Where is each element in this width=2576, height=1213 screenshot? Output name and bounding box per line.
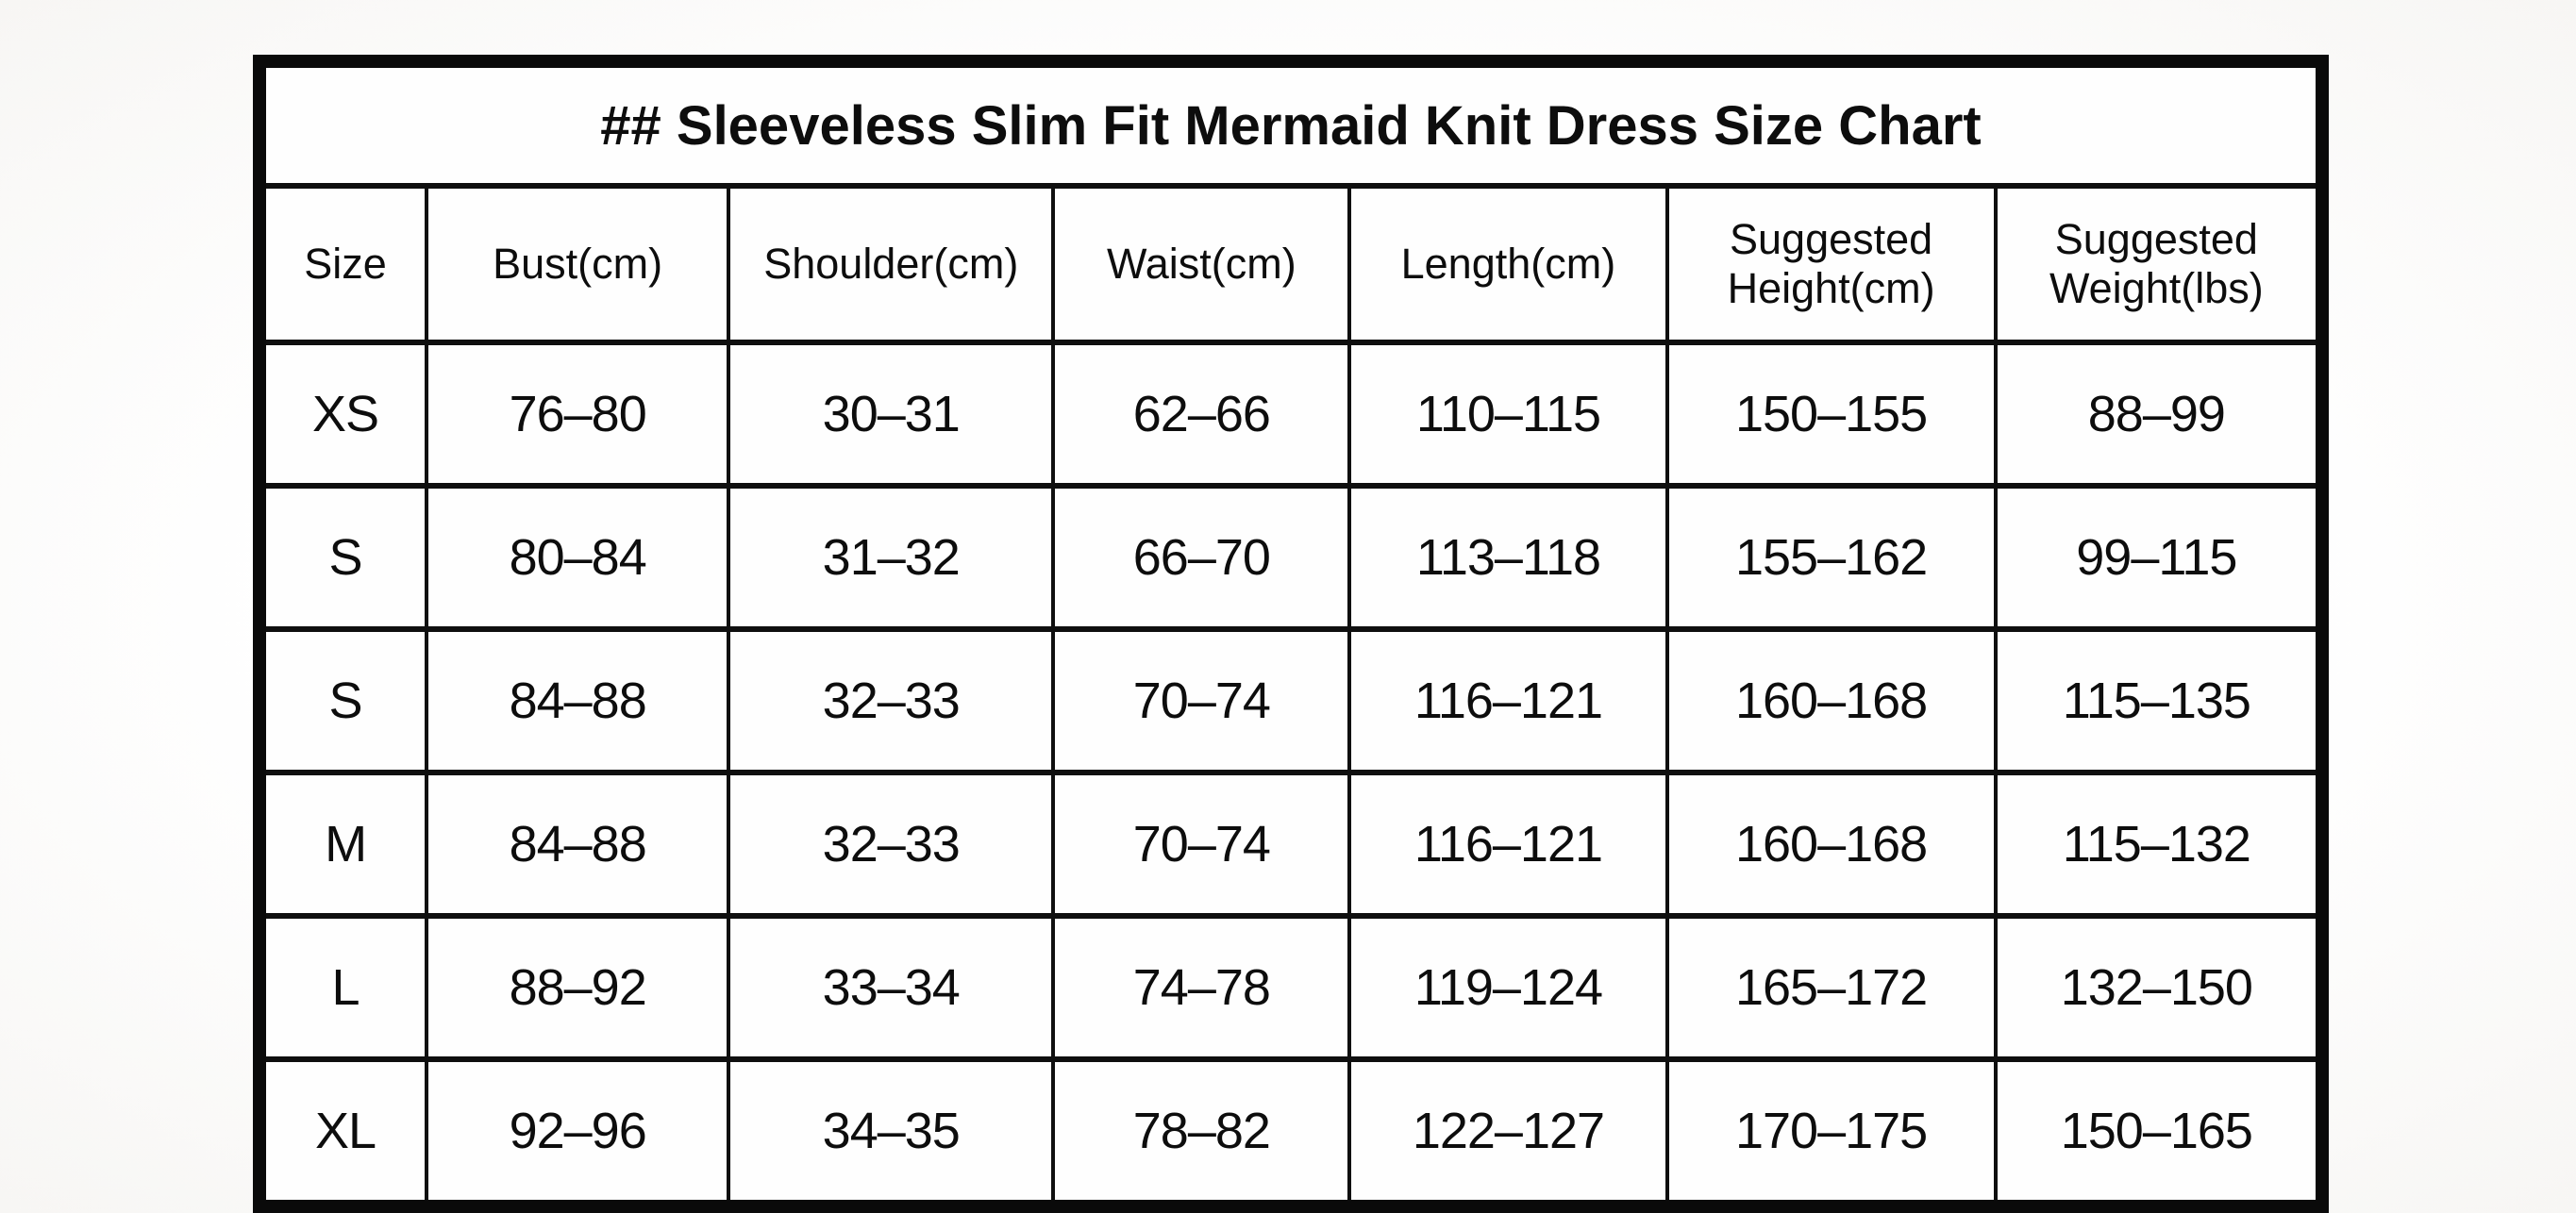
shoulder-cell: 31–32 xyxy=(727,483,1056,632)
table-row-xl: XL 92–96 34–35 78–82 122–127 170–175 150… xyxy=(257,1056,2325,1209)
bust-cell: 92–96 xyxy=(425,1056,731,1209)
weight-cell: 99–115 xyxy=(1993,483,2325,632)
title-row: ## Sleeveless Slim Fit Mermaid Knit Dres… xyxy=(258,58,2324,189)
table-row-m: M 84–88 32–33 70–74 116–121 160–168 115–… xyxy=(257,770,2325,919)
waist-cell: 62–66 xyxy=(1051,340,1352,489)
weight-cell: 150–165 xyxy=(1993,1056,2325,1209)
table-row-l: L 88–92 33–34 74–78 119–124 165–172 132–… xyxy=(257,913,2325,1062)
bust-cell: 84–88 xyxy=(425,770,731,919)
height-cell: 150–155 xyxy=(1664,340,1998,489)
table-row-s2: S 84–88 32–33 70–74 116–121 160–168 115–… xyxy=(257,626,2325,775)
column-header-suggested-height: Suggested Height(cm) xyxy=(1664,183,1998,345)
length-cell: 116–121 xyxy=(1347,626,1669,775)
shoulder-cell: 30–31 xyxy=(727,340,1056,489)
waist-cell: 78–82 xyxy=(1051,1056,1352,1209)
table-row-s1: S 80–84 31–32 66–70 113–118 155–162 99–1… xyxy=(257,483,2325,632)
bust-cell: 76–80 xyxy=(425,340,731,489)
bust-cell: 88–92 xyxy=(425,913,731,1062)
column-header-waist: Waist(cm) xyxy=(1051,183,1352,345)
weight-cell: 115–132 xyxy=(1993,770,2325,919)
length-cell: 119–124 xyxy=(1347,913,1669,1062)
table-row-xs: XS 76–80 30–31 62–66 110–115 150–155 88–… xyxy=(257,340,2325,489)
height-cell: 160–168 xyxy=(1664,770,1998,919)
header-row: Size Bust(cm) Shoulder(cm) Waist(cm) Len… xyxy=(257,183,2325,345)
column-header-shoulder: Shoulder(cm) xyxy=(727,183,1056,345)
height-cell: 155–162 xyxy=(1664,483,1998,632)
shoulder-cell: 34–35 xyxy=(727,1056,1056,1209)
column-header-bust: Bust(cm) xyxy=(425,183,731,345)
waist-cell: 66–70 xyxy=(1051,483,1352,632)
size-cell: XL xyxy=(257,1056,429,1209)
length-cell: 116–121 xyxy=(1347,770,1669,919)
weight-cell: 132–150 xyxy=(1993,913,2325,1062)
length-cell: 110–115 xyxy=(1347,340,1669,489)
column-header-length: Length(cm) xyxy=(1347,183,1669,345)
size-cell: L xyxy=(257,913,429,1062)
waist-cell: 70–74 xyxy=(1051,626,1352,775)
waist-cell: 74–78 xyxy=(1051,913,1352,1062)
weight-cell: 115–135 xyxy=(1993,626,2325,775)
size-cell: S xyxy=(257,483,429,632)
chart-title: ## Sleeveless Slim Fit Mermaid Knit Dres… xyxy=(258,58,2324,189)
height-cell: 165–172 xyxy=(1664,913,1998,1062)
height-cell: 170–175 xyxy=(1664,1056,1998,1209)
size-cell: S xyxy=(257,626,429,775)
shoulder-cell: 32–33 xyxy=(727,770,1056,919)
bust-cell: 80–84 xyxy=(425,483,731,632)
length-cell: 122–127 xyxy=(1347,1056,1669,1209)
shoulder-cell: 32–33 xyxy=(727,626,1056,775)
column-header-suggested-weight: Suggested Weight(lbs) xyxy=(1993,183,2325,345)
height-cell: 160–168 xyxy=(1664,626,1998,775)
column-header-size: Size xyxy=(257,183,429,345)
bust-cell: 84–88 xyxy=(425,626,731,775)
size-chart-table: ## Sleeveless Slim Fit Mermaid Knit Dres… xyxy=(253,55,2329,1213)
weight-cell: 88–99 xyxy=(1993,340,2325,489)
shoulder-cell: 33–34 xyxy=(727,913,1056,1062)
size-cell: XS xyxy=(257,340,429,489)
waist-cell: 70–74 xyxy=(1051,770,1352,919)
length-cell: 113–118 xyxy=(1347,483,1669,632)
size-cell: M xyxy=(257,770,429,919)
